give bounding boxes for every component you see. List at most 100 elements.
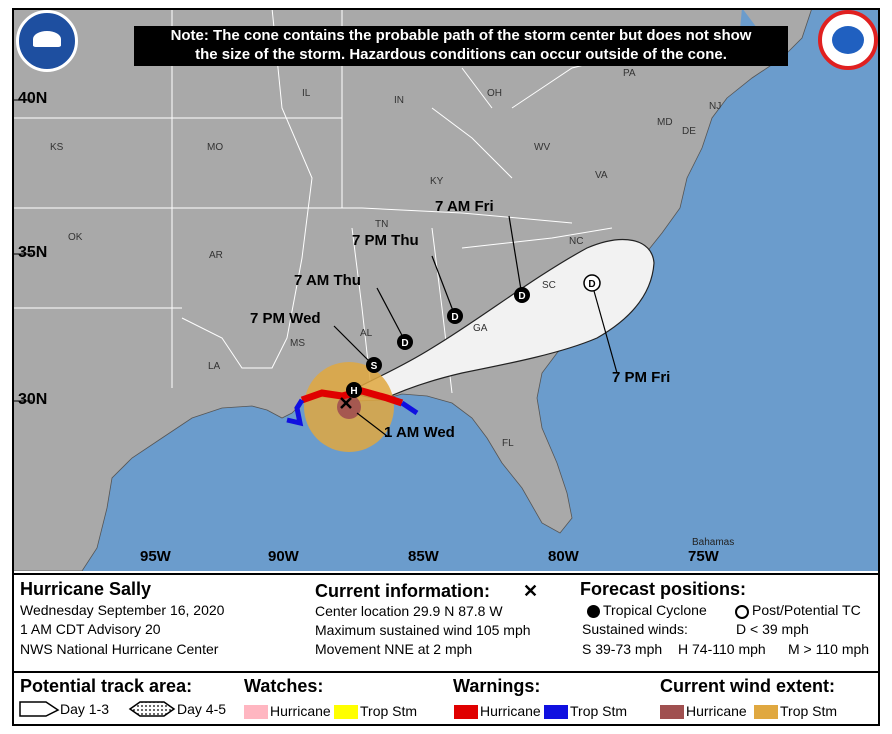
state-md: MD xyxy=(657,117,673,128)
state-va: VA xyxy=(595,170,608,181)
grid-ticks xyxy=(12,99,32,402)
nws-logo xyxy=(818,10,878,70)
day13-icon xyxy=(19,701,60,717)
tropical-cyclone-icon xyxy=(587,605,600,618)
label-7am-fri: 7 AM Fri xyxy=(435,198,494,215)
storm-center: NWS National Hurricane Center xyxy=(20,641,219,657)
info-panel: Hurricane Sally Wednesday September 16, … xyxy=(12,573,880,671)
state-al: AL xyxy=(360,328,373,339)
state-ga: GA xyxy=(473,323,488,334)
state-oh: OH xyxy=(487,88,502,99)
state-fl: FL xyxy=(502,438,514,449)
state-wv: WV xyxy=(534,142,551,153)
warn-hurricane-swatch xyxy=(454,705,478,719)
warn-ts-label: Trop Stm xyxy=(570,703,628,719)
wind-ts-label: Trop Stm xyxy=(780,703,838,719)
label-1am-wed: 1 AM Wed xyxy=(384,424,455,441)
lon-75w: 75W xyxy=(688,548,719,565)
watch-hurricane-swatch xyxy=(244,705,268,719)
marker-s-circle xyxy=(366,357,382,373)
marker-d2-label: D xyxy=(451,312,458,323)
wind-hurricane-label: Hurricane xyxy=(686,703,747,719)
watches-heading: Watches: xyxy=(244,676,324,696)
current-position-x xyxy=(340,397,352,409)
marker-d4-circle xyxy=(583,274,601,292)
state-ms: MS xyxy=(290,338,305,349)
state-tn: TN xyxy=(375,219,389,230)
state-ks: KS xyxy=(50,142,64,153)
label-7pm-wed: 7 PM Wed xyxy=(250,310,321,327)
state-il: IL xyxy=(302,88,311,99)
watch-hurricane-label: Hurricane xyxy=(270,703,331,719)
storm-date: Wednesday September 16, 2020 xyxy=(20,602,225,618)
track-heading: Potential track area: xyxy=(20,676,193,696)
wind-heading: Current wind extent: xyxy=(660,676,836,696)
marker-s-label: S xyxy=(371,361,378,372)
sustained-label: Sustained winds: xyxy=(582,621,688,637)
legend-panel: Potential track area: Day 1-3 Day 4-5 Wa… xyxy=(12,671,880,726)
marker-h-label: H xyxy=(350,386,357,397)
noaa-logo-bird xyxy=(33,31,61,47)
label-7pm-thu: 7 PM Thu xyxy=(352,232,419,249)
current-movement: Movement NNE at 2 mph xyxy=(315,641,473,657)
state-ky: KY xyxy=(430,176,444,187)
nws-logo-cloud xyxy=(832,26,864,54)
watch-ts-label: Trop Stm xyxy=(360,703,418,719)
state-ar: AR xyxy=(209,250,223,261)
forecast-map: H S D D D D Note: The cone contains the … xyxy=(12,8,880,571)
state-sc: SC xyxy=(542,280,556,291)
state-nj: NJ xyxy=(709,101,722,112)
label-7am-thu: 7 AM Thu xyxy=(294,272,361,289)
state-in: IN xyxy=(394,95,404,106)
state-ok: OK xyxy=(68,232,83,243)
current-wind: Maximum sustained wind 105 mph xyxy=(315,622,531,638)
tropical-cyclone-label: Tropical Cyclone xyxy=(603,602,707,618)
land-mass xyxy=(12,8,813,571)
sustained-d: D < 39 mph xyxy=(736,621,809,637)
lat-35n: 35N xyxy=(18,244,48,261)
watch-ts-swatch xyxy=(334,705,358,719)
note-line-1: Note: The cone contains the probable pat… xyxy=(170,27,752,44)
current-x-icon: ✕ xyxy=(523,581,539,601)
marker-d1-label: D xyxy=(401,338,408,349)
noaa-logo xyxy=(16,10,78,72)
leader-lines xyxy=(333,215,618,437)
lat-30n: 30N xyxy=(18,391,48,408)
wind-ts-swatch xyxy=(754,705,778,719)
state-de: DE xyxy=(682,126,696,137)
marker-d1-circle xyxy=(397,334,413,350)
lon-95w: 95W xyxy=(140,548,171,565)
marker-d3-circle xyxy=(514,287,530,303)
lon-85w: 85W xyxy=(408,548,439,565)
storm-advisory: 1 AM CDT Advisory 20 xyxy=(20,621,161,637)
state-nc: NC xyxy=(569,236,584,247)
sustained-m: M > 110 mph xyxy=(788,641,870,657)
post-tc-label: Post/Potential TC xyxy=(752,602,861,618)
current-location: Center location 29.9 N 87.8 W xyxy=(315,603,503,619)
warn-hurricane-label: Hurricane xyxy=(480,703,541,719)
day45-icon xyxy=(128,701,176,717)
wind-hurricane-swatch xyxy=(660,705,684,719)
map-canvas: H S D D D D xyxy=(12,8,880,571)
current-heading: Current information: xyxy=(315,581,490,601)
day45-label: Day 4-5 xyxy=(177,701,227,717)
ts-warning-coast-east xyxy=(400,400,419,416)
day13-label: Day 1-3 xyxy=(60,701,110,717)
forecast-cone xyxy=(348,239,655,401)
marker-d4-label: D xyxy=(588,279,595,290)
state-mo: MO xyxy=(207,142,224,153)
marker-d2-circle xyxy=(447,308,463,324)
forecast-heading: Forecast positions: xyxy=(580,579,747,599)
warnings-heading: Warnings: xyxy=(453,676,541,696)
warn-ts-swatch xyxy=(544,705,568,719)
marker-h-circle xyxy=(346,382,362,398)
state-pa: PA xyxy=(623,68,636,79)
lon-80w: 80W xyxy=(548,548,579,565)
sustained-h: H 74-110 mph xyxy=(678,641,766,657)
sustained-s: S 39-73 mph xyxy=(582,641,663,657)
post-tc-icon xyxy=(735,605,749,619)
ts-warning-coast-west xyxy=(286,398,305,427)
lat-40n: 40N xyxy=(18,90,48,107)
marker-d3-label: D xyxy=(518,291,525,302)
note-line-2: the size of the storm. Hazardous conditi… xyxy=(195,46,727,63)
